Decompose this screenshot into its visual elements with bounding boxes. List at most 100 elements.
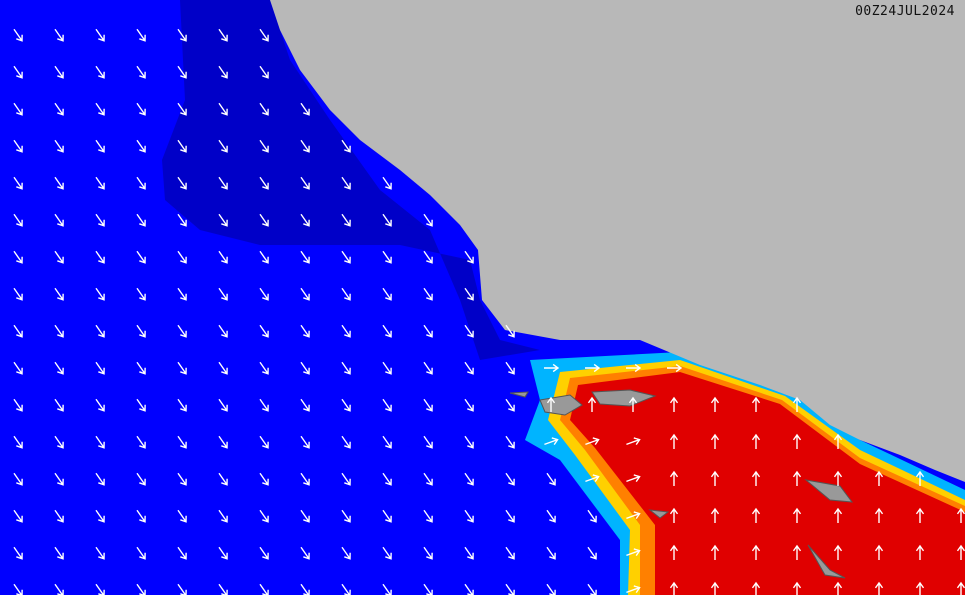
- wave-arrow-icon: [259, 213, 269, 227]
- wave-arrow-icon: [218, 287, 228, 301]
- wave-arrow-icon: [95, 139, 105, 153]
- wave-arrow-icon: [585, 363, 601, 373]
- wave-arrow-icon: [54, 324, 64, 338]
- wave-arrow-icon: [54, 546, 64, 560]
- wave-arrow-icon: [505, 435, 515, 449]
- wave-arrow-icon: [259, 509, 269, 523]
- wave-arrow-icon: [751, 396, 761, 412]
- wave-arrow-icon: [177, 509, 187, 523]
- wave-arrow-icon: [259, 324, 269, 338]
- wave-arrow-icon: [300, 176, 310, 190]
- wave-arrow-icon: [259, 361, 269, 375]
- wave-arrow-icon: [300, 546, 310, 560]
- wave-arrow-icon: [464, 546, 474, 560]
- wave-arrow-icon: [915, 507, 925, 523]
- wave-arrow-icon: [13, 509, 23, 523]
- wave-arrow-icon: [382, 546, 392, 560]
- wave-arrow-icon: [95, 250, 105, 264]
- wave-arrow-icon: [136, 176, 146, 190]
- wave-arrow-icon: [300, 102, 310, 116]
- wave-arrow-icon: [136, 139, 146, 153]
- wave-arrow-icon: [300, 398, 310, 412]
- wave-arrow-icon: [464, 324, 474, 338]
- wave-arrow-icon: [710, 507, 720, 523]
- wave-arrow-icon: [177, 65, 187, 79]
- island: [804, 479, 854, 503]
- wave-arrow-icon: [423, 398, 433, 412]
- wave-arrow-icon: [382, 398, 392, 412]
- wave-arrow-icon: [13, 435, 23, 449]
- wave-arrow-icon: [177, 139, 187, 153]
- wave-arrow-icon: [382, 176, 392, 190]
- wave-arrow-icon: [136, 28, 146, 42]
- wave-arrow-icon: [423, 250, 433, 264]
- wave-arrow-icon: [382, 213, 392, 227]
- wave-arrow-icon: [505, 398, 515, 412]
- wave-arrow-icon: [300, 139, 310, 153]
- wave-arrow-icon: [259, 287, 269, 301]
- wave-arrow-icon: [218, 509, 228, 523]
- wave-arrow-icon: [177, 435, 187, 449]
- wave-arrow-icon: [587, 509, 597, 523]
- wave-arrow-icon: [54, 139, 64, 153]
- wave-arrow-icon: [218, 213, 228, 227]
- wave-arrow-icon: [177, 324, 187, 338]
- wave-arrow-icon: [300, 361, 310, 375]
- wave-arrow-icon: [546, 546, 556, 560]
- wave-arrow-icon: [833, 470, 843, 486]
- wave-arrow-icon: [382, 435, 392, 449]
- wave-arrow-icon: [585, 437, 600, 446]
- wave-arrow-icon: [177, 250, 187, 264]
- island: [648, 509, 670, 519]
- wave-arrow-icon: [13, 324, 23, 338]
- wave-arrow-icon: [54, 65, 64, 79]
- wave-arrow-icon: [136, 250, 146, 264]
- wave-arrow-icon: [218, 176, 228, 190]
- wave-arrow-icon: [382, 250, 392, 264]
- wave-arrow-icon: [423, 287, 433, 301]
- wave-arrow-icon: [341, 213, 351, 227]
- wave-arrow-icon: [382, 361, 392, 375]
- wave-arrow-icon: [218, 398, 228, 412]
- wave-arrow-icon: [95, 324, 105, 338]
- wave-arrow-icon: [667, 363, 683, 373]
- wave-arrow-icon: [423, 583, 433, 595]
- wave-arrow-icon: [546, 583, 556, 595]
- wave-arrow-icon: [341, 509, 351, 523]
- wave-arrow-icon: [95, 213, 105, 227]
- wave-arrow-icon: [177, 546, 187, 560]
- wave-arrow-icon: [13, 287, 23, 301]
- wave-arrow-icon: [423, 546, 433, 560]
- wave-arrow-icon: [95, 65, 105, 79]
- wave-arrow-icon: [13, 583, 23, 595]
- wave-arrow-icon: [669, 396, 679, 412]
- wave-arrow-icon: [423, 213, 433, 227]
- wave-arrow-icon: [13, 250, 23, 264]
- wave-arrow-icon: [54, 361, 64, 375]
- wave-arrow-icon: [177, 102, 187, 116]
- wave-arrow-icon: [300, 435, 310, 449]
- wave-arrow-icon: [13, 546, 23, 560]
- wave-arrow-icon: [544, 363, 560, 373]
- wave-arrow-icon: [136, 324, 146, 338]
- wave-arrow-icon: [792, 396, 802, 412]
- wave-arrow-icon: [300, 509, 310, 523]
- wave-arrow-icon: [177, 398, 187, 412]
- wave-arrow-icon: [464, 435, 474, 449]
- wave-arrow-icon: [626, 474, 641, 483]
- wave-arrow-icon: [505, 472, 515, 486]
- wave-arrow-icon: [95, 102, 105, 116]
- wave-arrow-icon: [13, 28, 23, 42]
- wave-arrow-icon: [915, 544, 925, 560]
- wave-arrow-icon: [505, 361, 515, 375]
- wave-arrow-icon: [382, 287, 392, 301]
- island: [591, 389, 657, 407]
- wave-arrow-icon: [259, 65, 269, 79]
- wave-arrow-icon: [136, 546, 146, 560]
- wave-arrow-icon: [259, 398, 269, 412]
- wave-arrow-icon: [13, 213, 23, 227]
- wave-arrow-icon: [915, 470, 925, 486]
- wave-arrow-icon: [792, 433, 802, 449]
- wave-arrow-icon: [136, 509, 146, 523]
